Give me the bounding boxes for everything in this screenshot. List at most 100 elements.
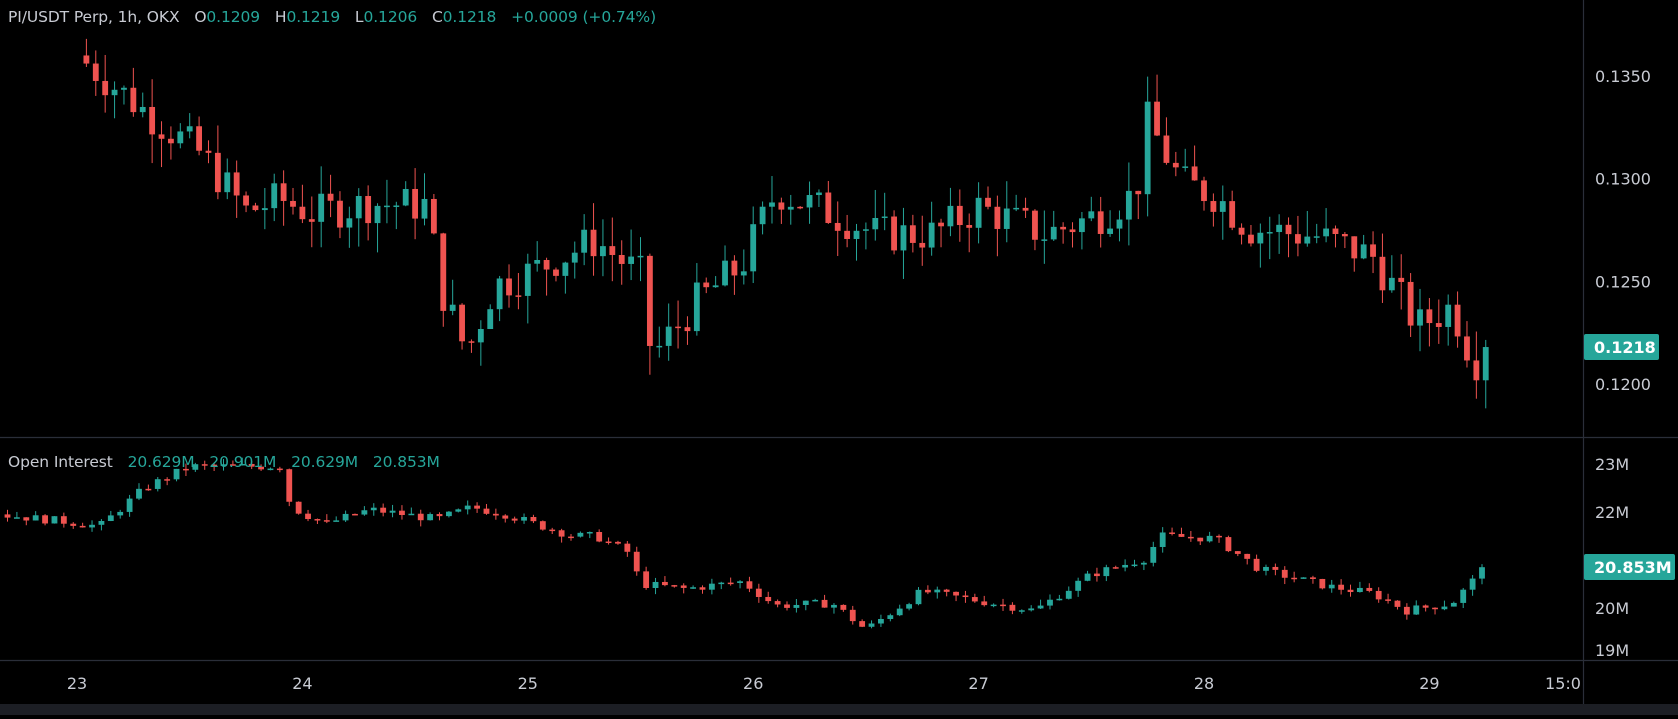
price-candle: [1426, 298, 1433, 347]
price-candle: [609, 217, 616, 282]
oi-candle: [1178, 527, 1185, 537]
time-tick-label: 26: [743, 674, 763, 693]
oi-candle: [1356, 581, 1363, 593]
price-candle: [1003, 181, 1010, 243]
oi-title[interactable]: Open Interest: [8, 453, 113, 471]
price-candle: [684, 316, 691, 345]
oi-last-value-badge: 20.853M: [1584, 554, 1675, 581]
price-candle: [994, 195, 1001, 257]
price-candle: [787, 194, 794, 225]
time-tick-label: 25: [518, 674, 538, 693]
price-candle: [1116, 210, 1123, 242]
ohlc-low-value: 0.1206: [363, 8, 418, 26]
oi-candle: [1122, 559, 1129, 572]
oi-candle: [821, 594, 828, 608]
price-change: +0.0009 (+0.74%): [511, 8, 657, 26]
bottom-scrollbar[interactable]: [0, 704, 1678, 715]
price-candle: [1351, 236, 1358, 272]
oi-candle: [229, 460, 236, 466]
price-candle: [1069, 222, 1076, 248]
price-candle: [816, 189, 822, 207]
price-candle: [665, 303, 672, 361]
oi-candle: [708, 578, 715, 595]
oi-candle: [276, 466, 283, 473]
price-candle: [308, 196, 315, 248]
oi-candle: [577, 531, 584, 538]
oi-candle: [1347, 584, 1354, 597]
oi-candle: [1169, 527, 1175, 536]
price-candle: [675, 300, 681, 349]
oi-candle: [718, 581, 725, 590]
price-tick-label: 0.1200: [1595, 375, 1651, 394]
price-tick-label: 0.1250: [1595, 272, 1651, 291]
svg-text:0.1218: 0.1218: [1594, 338, 1656, 357]
oi-candle: [1310, 575, 1316, 584]
oi-candle: [549, 527, 556, 535]
price-candle: [891, 210, 897, 255]
price-candle: [468, 339, 475, 353]
price-candle: [1257, 223, 1264, 268]
price-candle: [1473, 331, 1480, 399]
oi-candle: [802, 600, 809, 611]
oi-candle: [380, 503, 387, 517]
price-candle: [759, 201, 766, 235]
oi-candle: [305, 509, 311, 522]
oi-candle: [1084, 570, 1091, 582]
price-candle: [975, 182, 982, 244]
price-candle: [637, 237, 644, 282]
price-candle: [853, 223, 860, 261]
oi-candle: [455, 508, 462, 513]
price-candle: [224, 158, 231, 200]
oi-candle: [32, 511, 39, 521]
ohlc-close-key: C: [431, 8, 443, 26]
oi-candle: [408, 507, 415, 516]
price-candle: [365, 185, 372, 241]
oi-candle: [295, 501, 302, 515]
price-candle: [881, 192, 888, 231]
svg-text:20.853M: 20.853M: [1594, 558, 1672, 577]
oi-candle: [352, 513, 358, 516]
price-candle: [722, 245, 728, 287]
last-price-badge: 0.1218: [1584, 334, 1659, 361]
oi-candle: [1047, 594, 1053, 610]
price-candle: [271, 173, 278, 222]
oi-candle: [314, 518, 321, 524]
oi-candle: [953, 591, 959, 602]
oi-candle: [793, 599, 800, 613]
price-candle: [168, 126, 174, 160]
price-candle: [374, 203, 381, 253]
symbol-title[interactable]: PI/USDT Perp, 1h, OKX: [8, 8, 180, 26]
oi-candle: [662, 576, 668, 587]
oi-candle: [1056, 594, 1063, 601]
oi-candle: [746, 576, 753, 593]
oi-tick-label: 22M: [1595, 503, 1629, 522]
oi-candle: [990, 603, 997, 608]
oi-candle: [333, 516, 340, 522]
price-candle: [1482, 339, 1489, 409]
oi-candle: [1028, 605, 1035, 612]
price-candle: [515, 273, 522, 310]
oi-candle: [323, 514, 330, 524]
price-candle: [938, 218, 944, 248]
price-candle: [1135, 190, 1142, 220]
oi-candle: [784, 601, 790, 611]
oi-candle: [765, 591, 772, 604]
oi-candle: [1253, 554, 1260, 573]
price-candle: [1154, 74, 1160, 137]
price-candle: [1163, 117, 1170, 165]
price-candle: [909, 214, 916, 253]
oi-candle: [915, 587, 922, 606]
oi-candle: [1187, 530, 1194, 542]
price-candle: [966, 213, 973, 253]
oi-candle: [248, 461, 255, 470]
oi-candle: [924, 585, 931, 595]
price-candle: [440, 232, 447, 327]
time-tick-label: 28: [1194, 674, 1214, 693]
oi-candle: [727, 577, 734, 586]
price-candle: [600, 219, 606, 277]
oi-candle: [145, 484, 152, 491]
oi-candle: [1479, 564, 1485, 585]
oi-candle: [1140, 561, 1147, 571]
